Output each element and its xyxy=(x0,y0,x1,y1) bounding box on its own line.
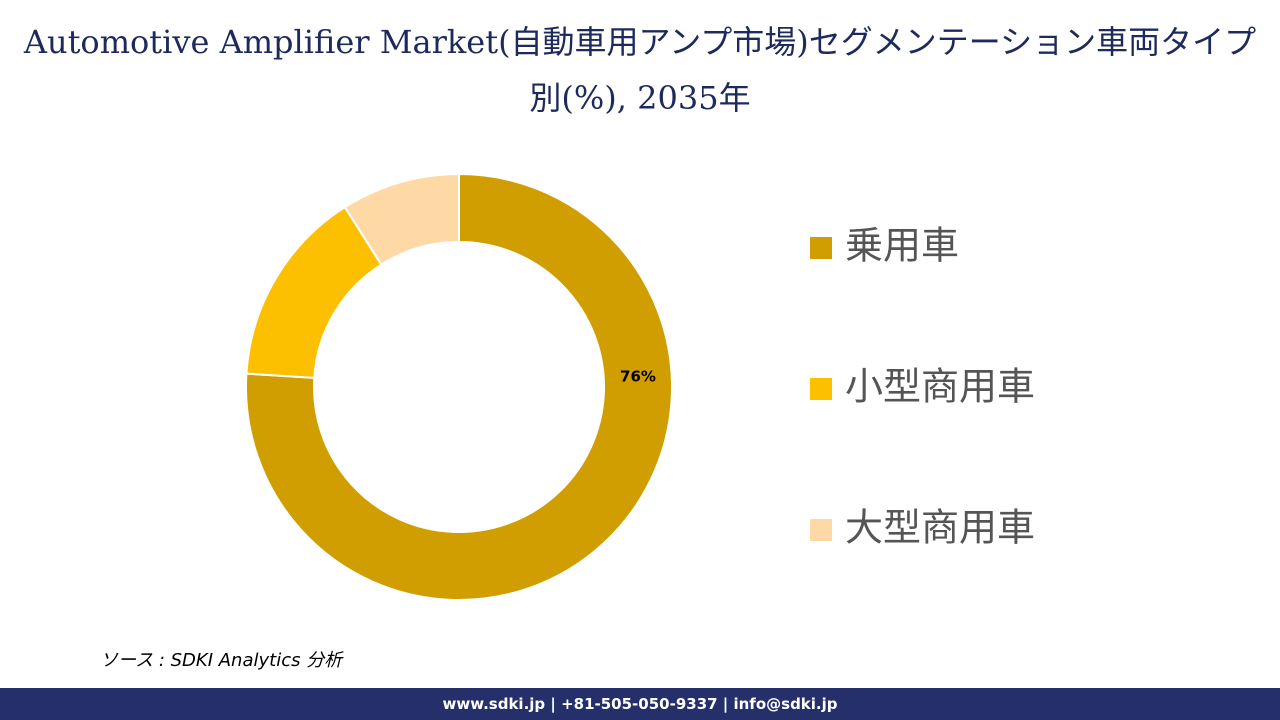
legend-swatch xyxy=(810,519,832,541)
chart-title: Automotive Amplifier Market(自動車用アンプ市場)セグ… xyxy=(23,23,1257,117)
footer: www.sdki.jp | +81-505-050-9337 | info@sd… xyxy=(0,688,1280,720)
donut-slice xyxy=(245,172,673,601)
legend-label: 大型商用車 xyxy=(845,506,1035,550)
legend-swatch xyxy=(810,378,832,400)
legend-label: 小型商用車 xyxy=(845,365,1035,409)
donut-slice xyxy=(343,172,460,266)
legend-label: 乗用車 xyxy=(845,224,959,268)
legend-swatch xyxy=(810,237,832,259)
source: ソース : SDKI Analytics 分析 xyxy=(100,650,343,671)
data-label: 76% xyxy=(620,368,656,386)
